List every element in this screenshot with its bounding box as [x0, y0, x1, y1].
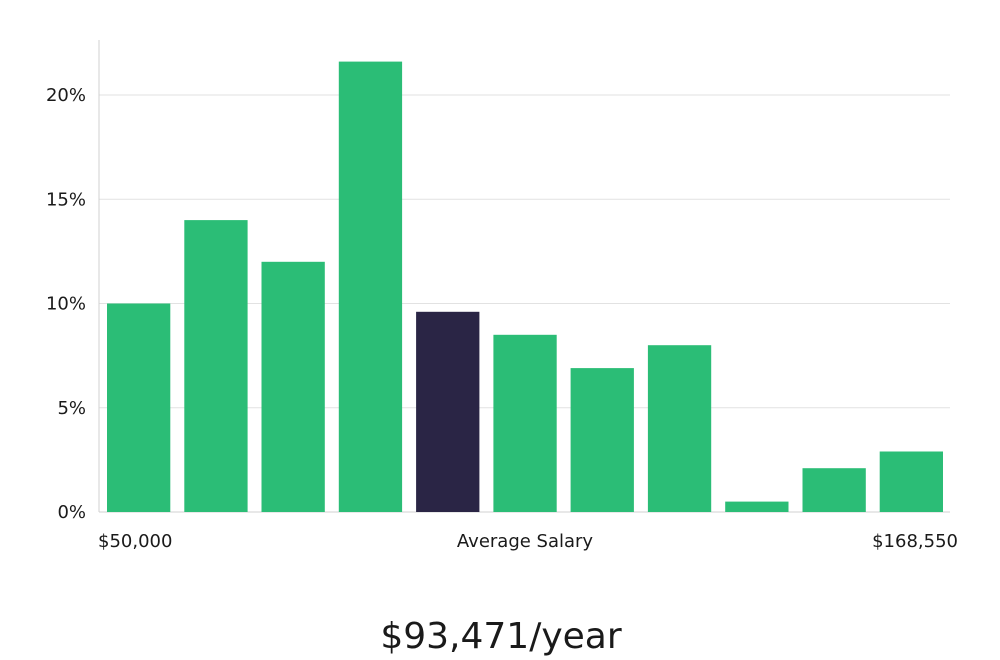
- histogram-bar: [107, 303, 171, 512]
- y-tick-labels: 0% 5% 10% 15% 20%: [46, 85, 86, 523]
- histogram-bar: [184, 220, 248, 512]
- bars: [107, 61, 943, 512]
- histogram-bar: [647, 345, 712, 512]
- histogram-bar: [802, 468, 866, 512]
- histogram-bar: [725, 501, 789, 512]
- y-tick-label: 5%: [57, 398, 86, 419]
- y-tick-label: 10%: [46, 294, 86, 315]
- histogram-bar: [338, 61, 403, 512]
- x-axis-center-label: Average Salary: [457, 531, 594, 552]
- histogram-bar: [570, 368, 634, 512]
- y-tick-label: 0%: [57, 502, 86, 523]
- average-salary-bar: [416, 311, 480, 512]
- x-axis-min-label: $50,000: [98, 531, 172, 552]
- histogram-bar: [879, 451, 943, 512]
- x-axis-max-label: $168,550: [872, 531, 958, 552]
- histogram-bar: [493, 334, 557, 512]
- y-tick-label: 15%: [46, 189, 86, 210]
- y-tick-label: 20%: [46, 85, 86, 106]
- histogram-bar: [261, 261, 325, 512]
- average-salary-value: $93,471/year: [380, 616, 622, 657]
